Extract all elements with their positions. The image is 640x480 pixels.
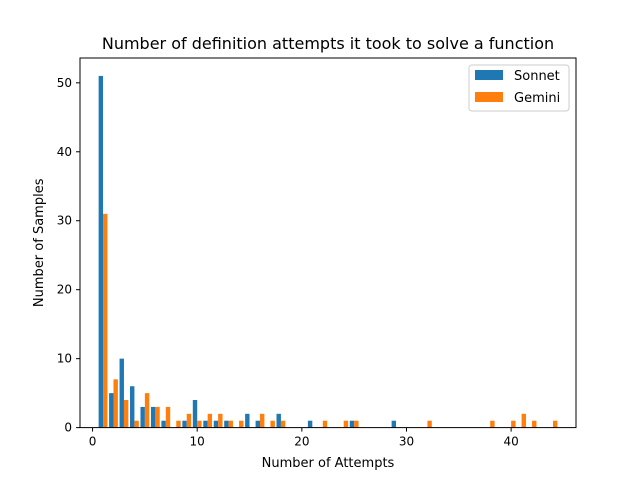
y-tick-label-50: 50 [57, 76, 72, 90]
bar-gemini-6 [155, 406, 160, 428]
bar-gemini-32 [427, 420, 432, 428]
bar-sonnet-21 [307, 420, 313, 428]
bar-sonnet-18 [276, 413, 281, 428]
bar-gemini-8 [176, 420, 181, 428]
bar-sonnet-6 [150, 406, 156, 428]
bar-gemini-14 [239, 420, 244, 428]
bar-gemini-40 [511, 420, 516, 428]
x-axis-label: Number of Attempts [262, 456, 395, 471]
bar-sonnet-5 [140, 406, 145, 428]
bar-sonnet-16 [255, 420, 260, 428]
x-tick-label-40: 40 [503, 435, 518, 449]
bar-gemini-10 [197, 420, 202, 428]
y-tick-label-30: 30 [57, 214, 72, 228]
bar-sonnet-3 [119, 358, 124, 428]
legend-label-sonnet: Sonnet [514, 69, 560, 84]
bar-gemini-41 [521, 413, 526, 428]
bar-gemini-18 [280, 420, 286, 428]
bar-gemini-44 [552, 420, 558, 428]
bar-gemini-1 [103, 213, 108, 428]
x-tick-label-0: 0 [89, 435, 97, 449]
bar-gemini-16 [259, 413, 265, 428]
y-tick-label-10: 10 [57, 352, 72, 366]
x-axis-ticks: 0 10 20 30 40 [89, 427, 519, 449]
x-tick-label-20: 20 [294, 435, 309, 449]
bar-gemini-22 [322, 420, 328, 428]
legend-label-gemini: Gemini [514, 91, 560, 106]
bar-sonnet-9 [182, 420, 187, 428]
bars-layer [98, 75, 558, 428]
y-axis-ticks: 0 10 20 30 40 50 [57, 76, 80, 435]
y-tick-label-40: 40 [57, 145, 72, 159]
bar-gemini-24 [343, 420, 349, 428]
x-tick-label-10: 10 [190, 435, 205, 449]
bar-gemini-25 [354, 420, 359, 428]
bar-sonnet-1 [98, 75, 104, 428]
bar-sonnet-11 [203, 420, 208, 428]
y-tick-label-0: 0 [64, 421, 72, 435]
bar-gemini-12 [218, 413, 223, 428]
bar-sonnet-29 [391, 420, 397, 428]
y-tick-label-20: 20 [57, 283, 72, 297]
x-tick-label-30: 30 [399, 435, 414, 449]
bar-sonnet-13 [224, 420, 229, 428]
legend-swatch-sonnet [475, 70, 503, 80]
legend: Sonnet Gemini [468, 64, 570, 112]
bar-gemini-17 [270, 420, 275, 428]
bar-sonnet-25 [349, 420, 355, 428]
y-axis-label: Number of Samples [32, 178, 47, 307]
bar-gemini-42 [532, 420, 537, 428]
bar-gemini-5 [144, 393, 150, 428]
bar-sonnet-7 [161, 420, 166, 428]
bar-gemini-3 [123, 400, 129, 428]
bar-sonnet-4 [130, 386, 135, 428]
bar-sonnet-2 [109, 393, 114, 428]
bar-gemini-9 [186, 413, 192, 428]
bar-sonnet-15 [245, 413, 250, 428]
bar-gemini-7 [165, 406, 171, 428]
plot-frame [79, 57, 577, 429]
bar-sonnet-10 [192, 400, 198, 428]
bar-gemini-4 [134, 420, 139, 428]
bar-gemini-13 [228, 420, 233, 428]
bar-gemini-38 [490, 420, 495, 428]
bar-gemini-11 [207, 413, 213, 428]
bar-gemini-2 [113, 379, 118, 428]
legend-swatch-gemini [475, 92, 503, 102]
bar-sonnet-12 [213, 420, 219, 428]
chart-title: Number of definition attempts it took to… [102, 34, 554, 53]
